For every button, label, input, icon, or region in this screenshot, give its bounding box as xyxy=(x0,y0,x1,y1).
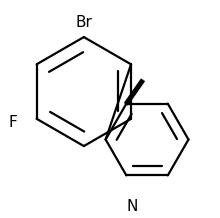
Text: Br: Br xyxy=(75,15,92,30)
Text: F: F xyxy=(9,115,17,129)
Text: N: N xyxy=(126,199,138,213)
